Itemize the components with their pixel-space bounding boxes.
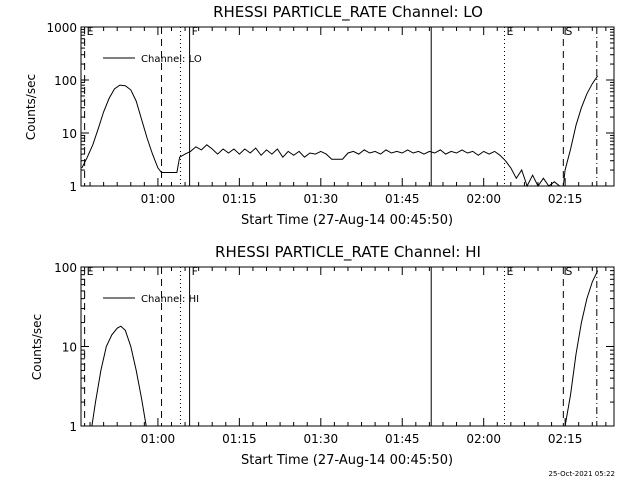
time-marker-letter: S [565,25,572,38]
legend-label: Channel: HI [141,294,199,305]
x-tick-label: 01:15 [222,432,257,446]
footer-timestamp: 25-Oct-2021 05:22 [549,470,615,478]
data-series [91,270,599,427]
x-tick-label: 01:00 [141,192,176,206]
x-tick-label: 01:45 [385,432,420,446]
axis-ticks: 1 10 100 01:00 01:15 01:30 01:45 02:00 02:15 [54,261,614,446]
chart-title: RHESSI PARTICLE_RATE Channel: HI [215,243,481,262]
time-marker-letter: E [87,25,94,38]
plot-frame [80,266,615,427]
y-axis-label: Counts/sec [24,74,38,140]
x-axis-label: Start Time (27-Aug-14 00:45:50) [241,453,453,468]
y-tick-label: 1 [69,420,77,434]
time-marker-letter: F [192,265,198,278]
panel-hi-channel: RHESSI PARTICLE_RATE Channel: HI 1 10 100 0… [30,243,615,468]
x-tick-label: 02:00 [466,432,501,446]
x-tick-label: 02:15 [548,432,583,446]
y-tick-label: 10 [62,341,77,355]
y-tick-label: 1 [69,180,77,194]
chart-title: RHESSI PARTICLE_RATE Channel: LO [213,3,483,22]
time-marker-letter: E [507,25,514,38]
y-tick-label: 10 [62,127,77,141]
x-tick-label: 01:45 [385,192,420,206]
legend: Channel: HI [103,294,199,305]
time-marker-letter: E [87,265,94,278]
legend: Channel: LO [103,54,202,65]
axis-ticks: 1 10 100 1000 01:00 01:15 01:30 01:45 02:00 02:15 [46,21,614,206]
x-axis-label: Start Time (27-Aug-14 00:45:50) [241,213,453,228]
panel-lo-channel: RHESSI PARTICLE_RATE Channel: LO 1101001… [24,3,615,228]
x-tick-label: 02:15 [548,192,583,206]
time-marker-letter: F [192,25,198,38]
x-tick-label: 01:30 [304,192,339,206]
x-tick-label: 02:00 [466,192,501,206]
y-axis-label: Counts/sec [30,314,44,380]
legend-label: Channel: LO [141,54,202,65]
x-tick-label: 01:30 [304,432,339,446]
time-marker-letter: E [507,265,514,278]
data-series [81,75,599,188]
plot-frame [80,26,615,187]
y-tick-label: 1000 [46,21,77,35]
y-tick-label: 100 [54,74,77,88]
y-tick-label: 100 [54,261,77,275]
series-line [564,270,599,427]
time-marker-letter: S [565,265,572,278]
x-tick-label: 01:00 [141,432,176,446]
series-line [81,75,599,188]
x-tick-label: 01:15 [222,192,257,206]
series-line [91,325,147,427]
